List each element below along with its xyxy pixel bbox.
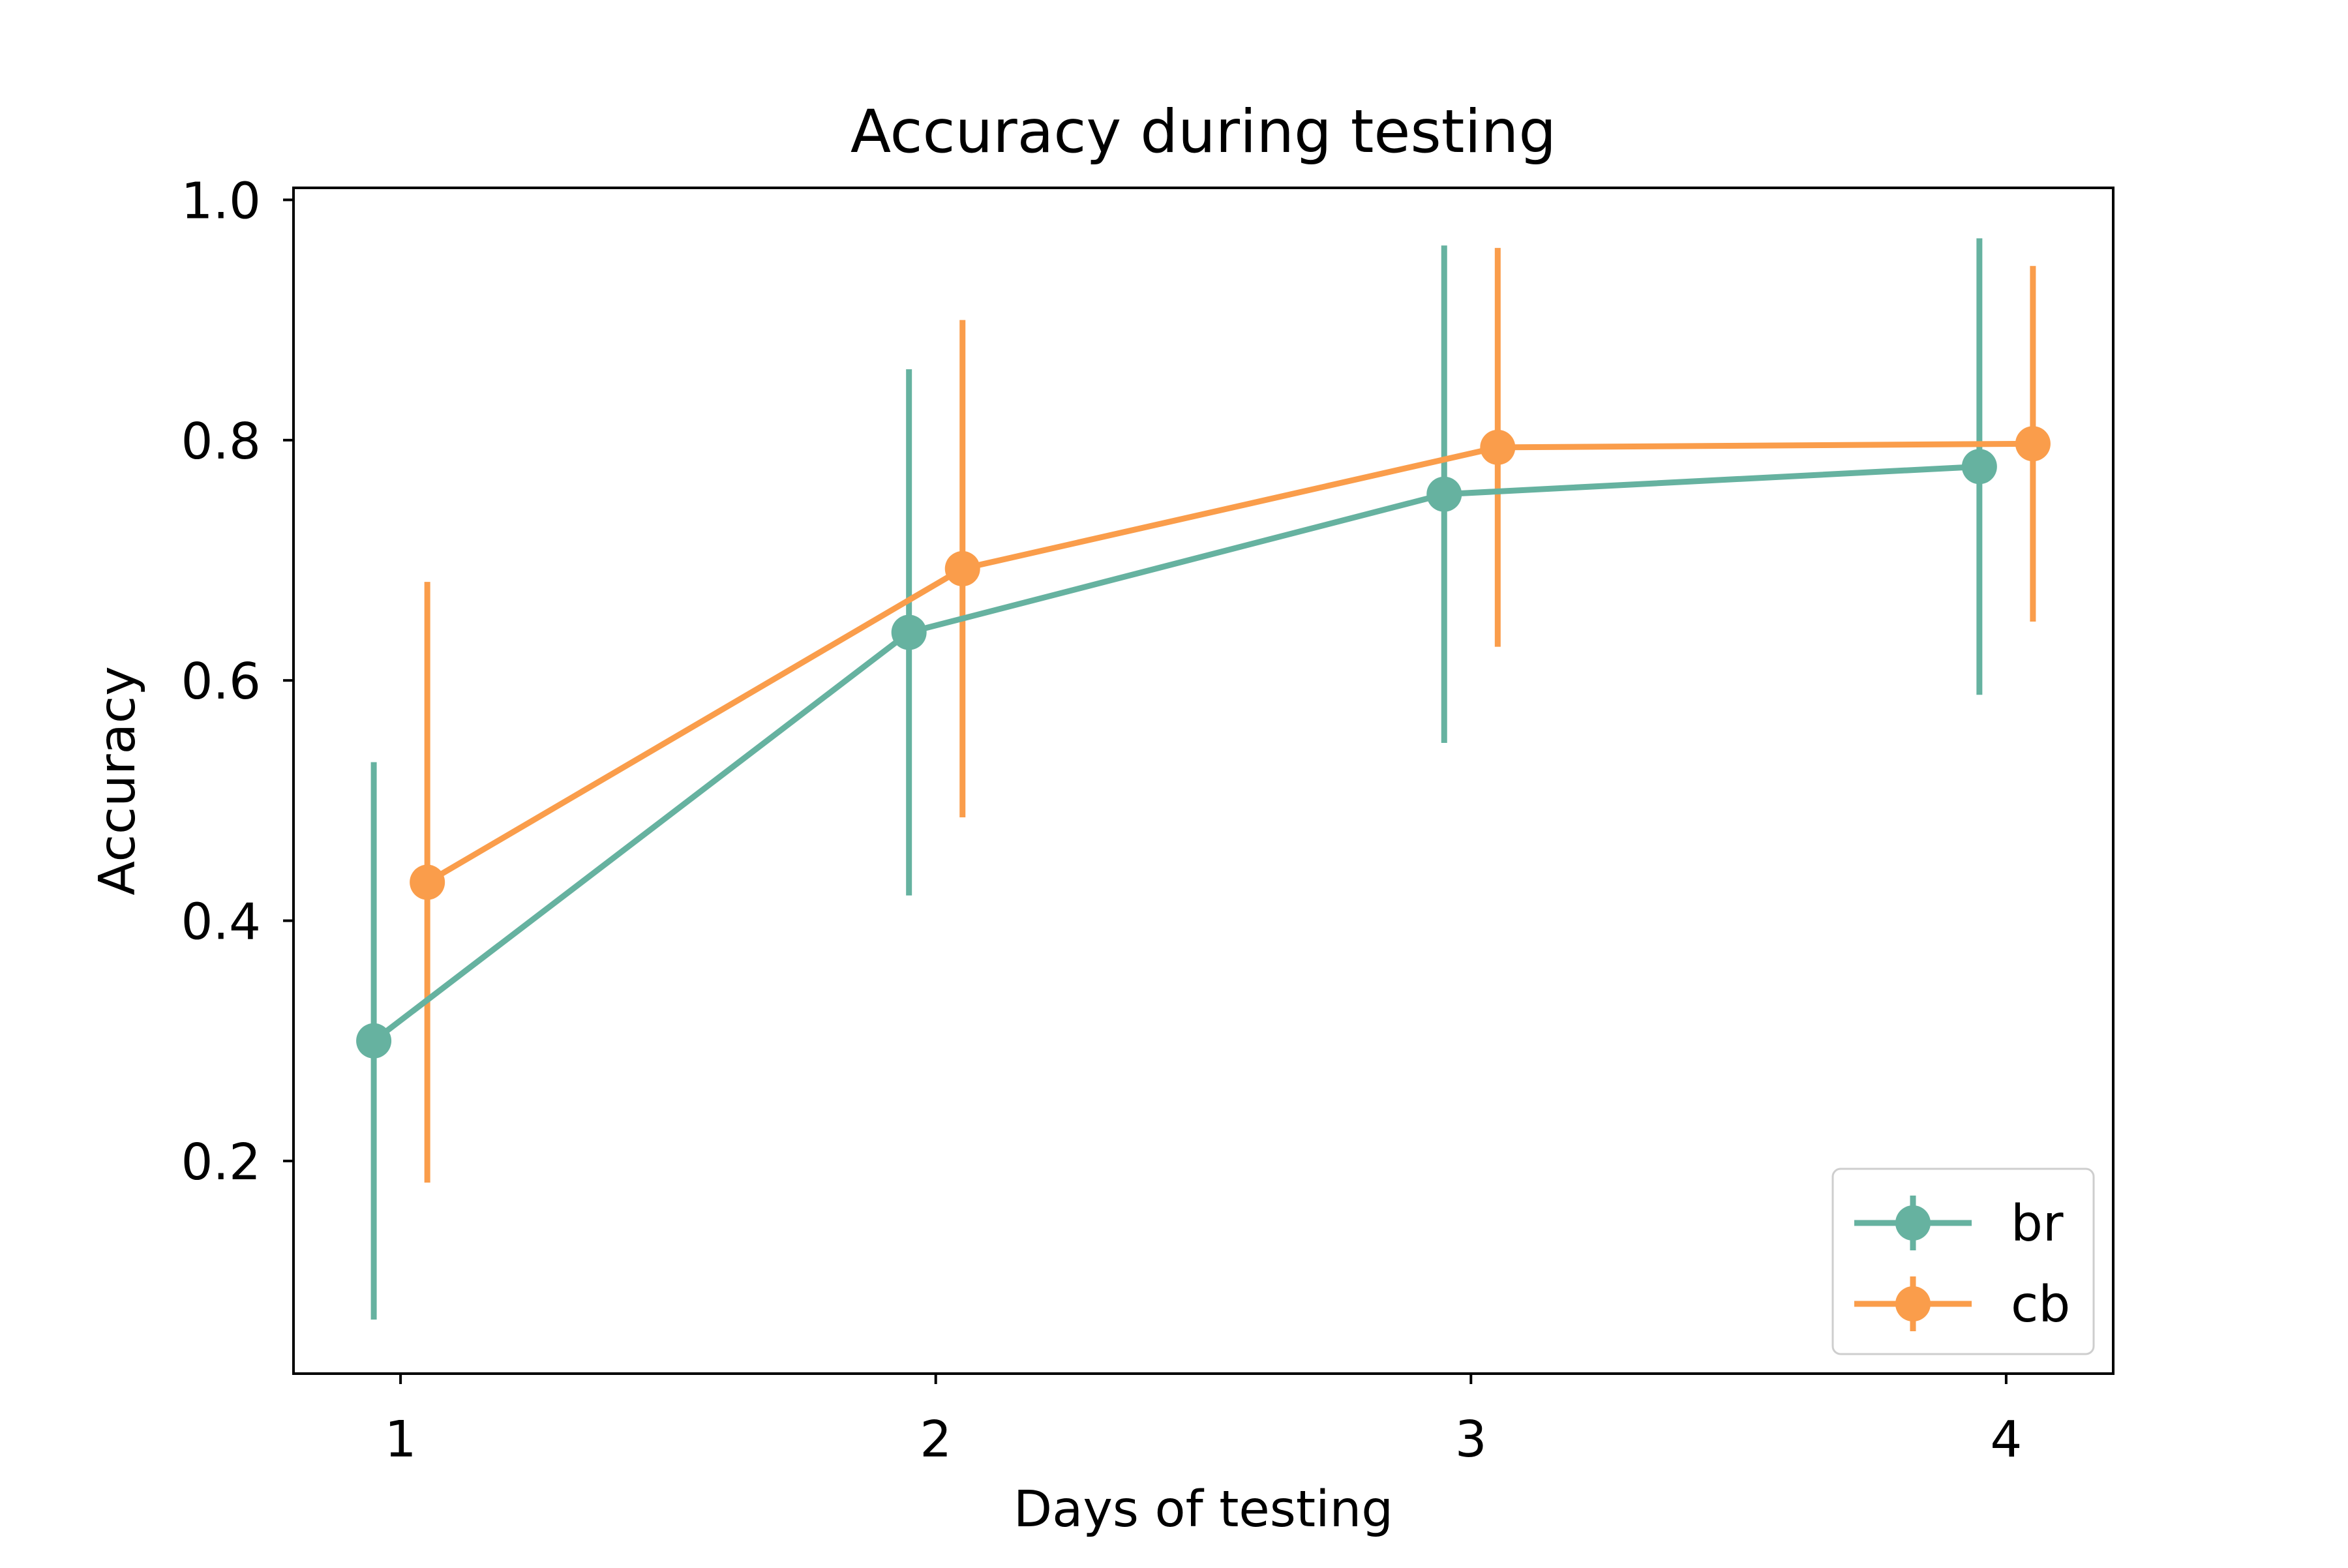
x-axis-label: Days of testing — [1014, 1481, 1393, 1539]
y-ticks: 0.2 0.4 0.6 0.8 1.0 — [181, 172, 294, 1192]
legend-items: br cb — [1854, 1195, 2070, 1334]
legend-marker-br — [1895, 1205, 1931, 1241]
data-point-br-1 — [356, 1023, 392, 1059]
data-point-cb-4 — [2015, 426, 2051, 462]
x-ticks: 1 2 3 4 — [385, 1374, 2022, 1469]
series-line-cb — [425, 440, 2033, 885]
series-line-br — [372, 463, 1980, 1044]
legend-marker-cb — [1895, 1286, 1931, 1321]
legend-label-cb: cb — [2011, 1276, 2070, 1334]
y-tick-label-3: 0.6 — [181, 653, 261, 711]
y-tick-label-4: 0.8 — [181, 413, 261, 471]
y-axis-label: Accuracy — [89, 666, 147, 896]
legend: br cb — [1831, 1168, 2095, 1355]
x-tick-label-1: 1 — [385, 1411, 417, 1469]
data-point-br-3 — [1426, 476, 1462, 512]
y-tick-label-1: 0.2 — [181, 1134, 261, 1192]
plot-frame — [292, 187, 2115, 1375]
x-tick-label-2: 2 — [920, 1411, 952, 1469]
y-tick-label-5: 1.0 — [181, 172, 261, 230]
data-point-cb-3 — [1480, 429, 1516, 465]
x-tick-label-4: 4 — [1990, 1411, 2022, 1469]
data-point-br-2 — [891, 614, 927, 650]
series-lines — [372, 440, 2033, 1044]
y-tick-label-2: 0.4 — [181, 894, 261, 952]
data-point-br-4 — [1961, 449, 1997, 485]
x-tick-label-3: 3 — [1455, 1411, 1487, 1469]
chart-title: Accuracy during testing — [850, 98, 1556, 166]
data-point-cb-1 — [410, 864, 445, 900]
data-point-cb-2 — [944, 550, 980, 586]
legend-label-br: br — [2011, 1195, 2064, 1253]
data-points — [356, 426, 2051, 1059]
